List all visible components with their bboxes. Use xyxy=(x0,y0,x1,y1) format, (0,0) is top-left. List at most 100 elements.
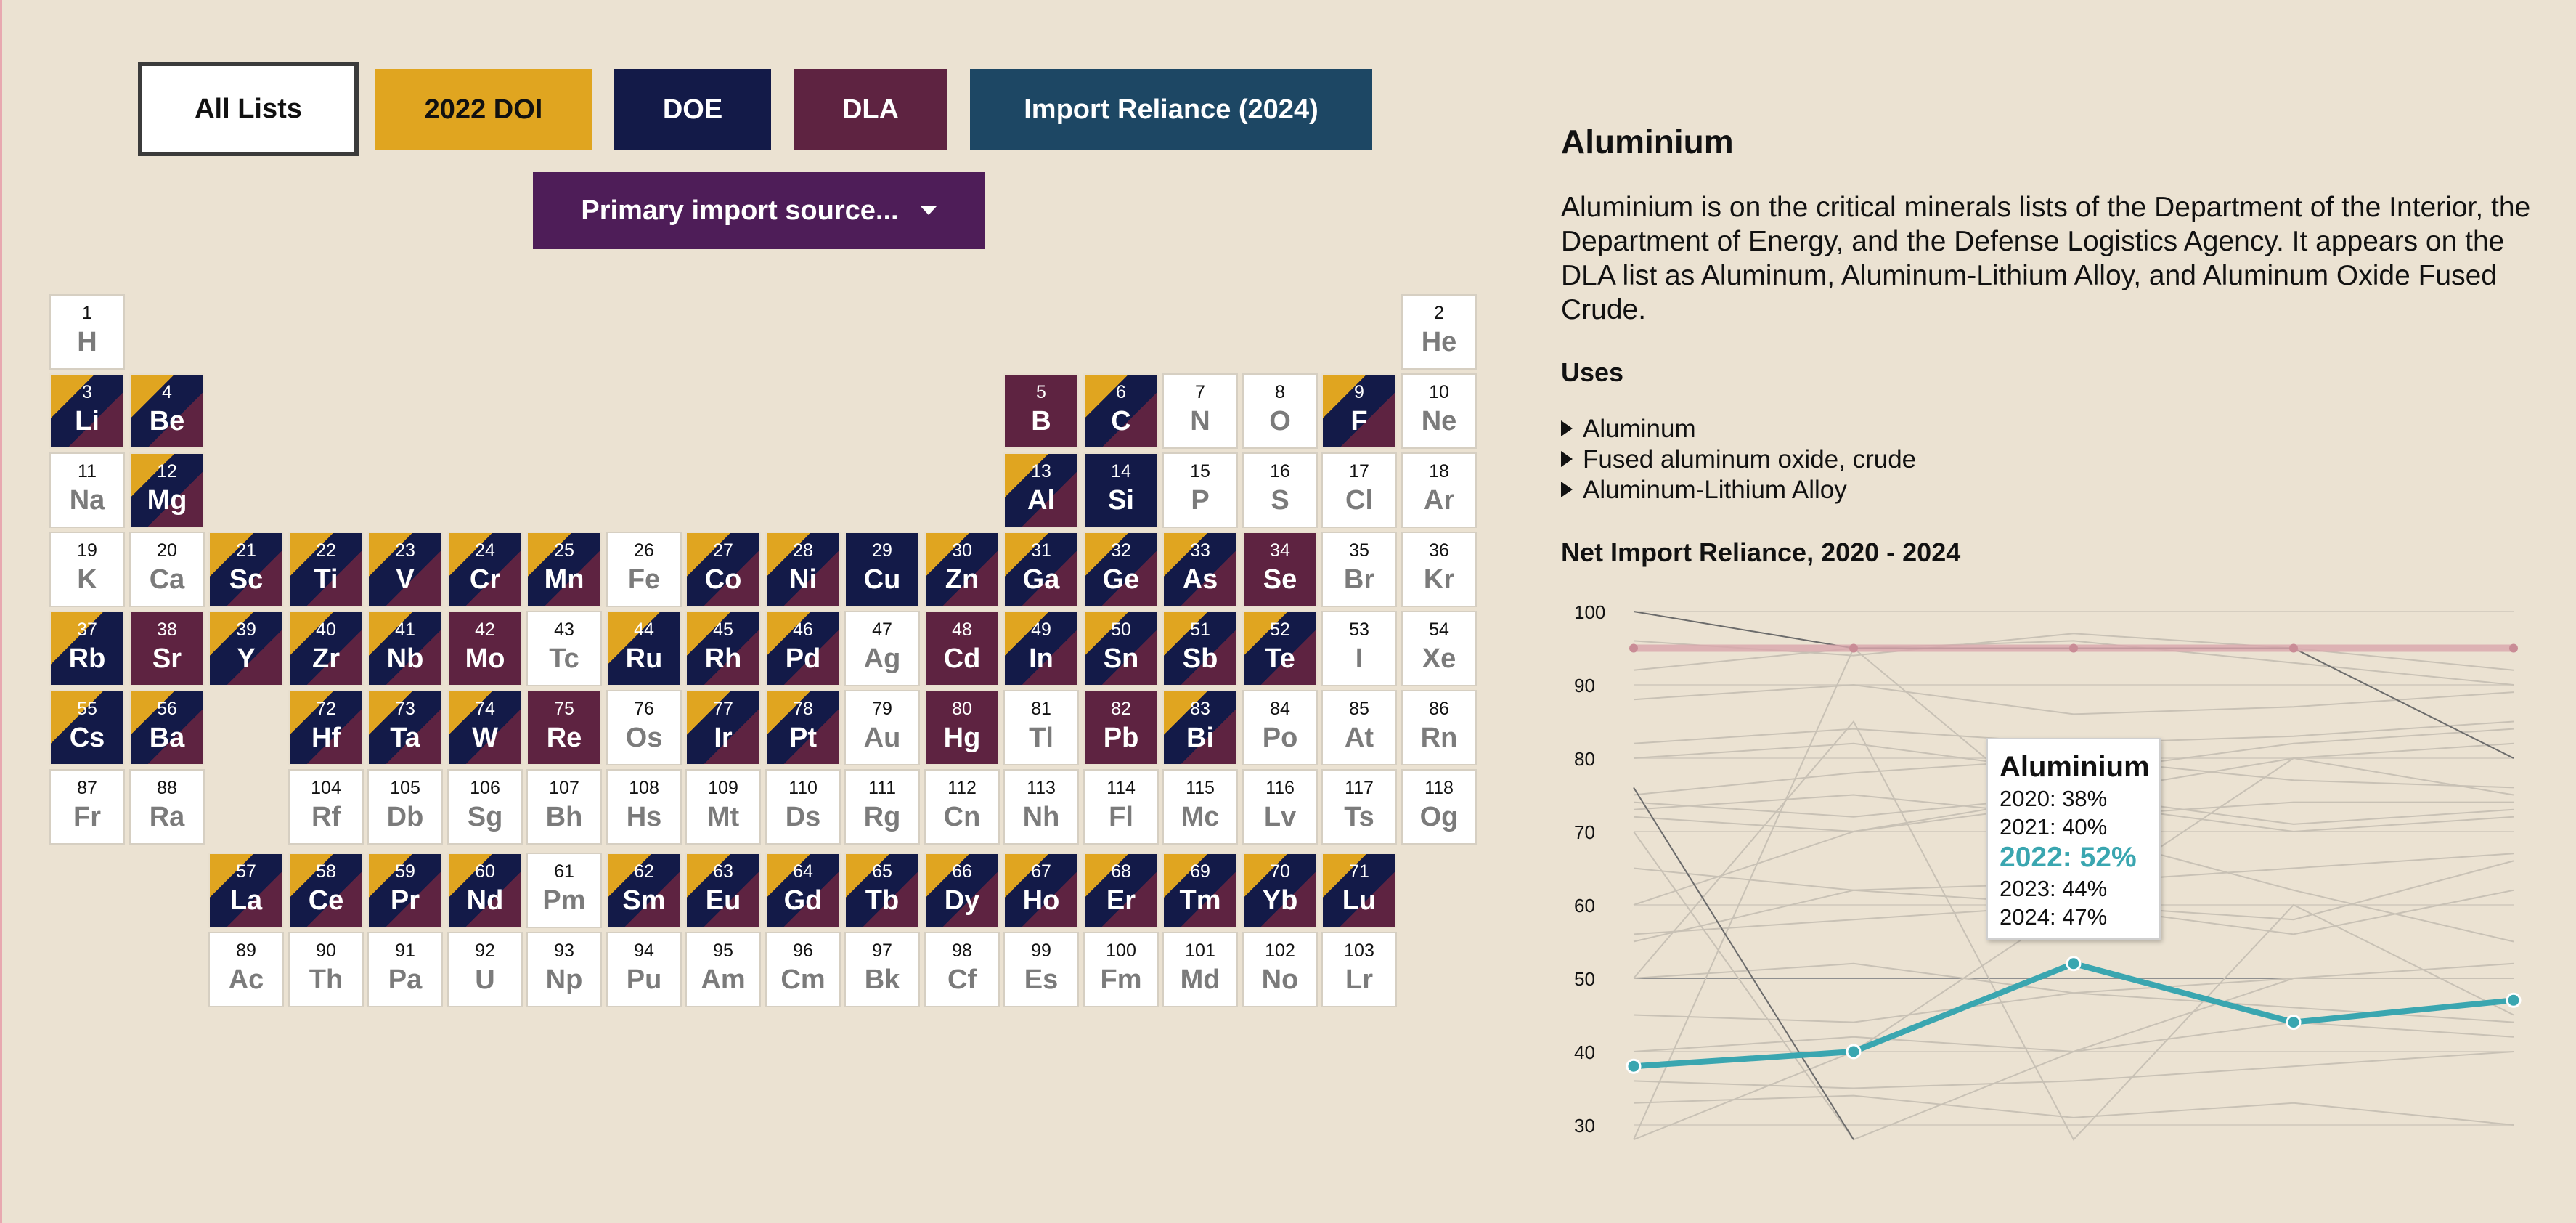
element-cell-au[interactable]: 79 Au xyxy=(844,690,920,765)
element-cell-os[interactable]: 76 Os xyxy=(606,690,682,765)
element-cell-bh[interactable]: 107 Bh xyxy=(526,769,602,845)
element-cell-cm[interactable]: 96 Cm xyxy=(765,932,841,1007)
element-cell-pm[interactable]: 61 Pm xyxy=(526,853,602,928)
element-cell-nh[interactable]: 113 Nh xyxy=(1003,769,1079,845)
element-cell-rf[interactable]: 104 Rf xyxy=(288,769,364,845)
element-cell-bi[interactable]: 83 Bi xyxy=(1162,690,1238,765)
element-cell-al[interactable]: 13 Al xyxy=(1003,452,1079,528)
element-cell-th[interactable]: 90 Th xyxy=(288,932,364,1007)
element-cell-re[interactable]: 75 Re xyxy=(526,690,602,765)
element-cell-db[interactable]: 105 Db xyxy=(367,769,443,845)
element-cell-he[interactable]: 2 He xyxy=(1401,294,1477,370)
element-cell-ne[interactable]: 10 Ne xyxy=(1401,373,1477,449)
element-cell-mc[interactable]: 115 Mc xyxy=(1162,769,1238,845)
element-cell-hf[interactable]: 72 Hf xyxy=(288,690,364,765)
element-cell-lu[interactable]: 71 Lu xyxy=(1321,853,1397,928)
element-cell-as[interactable]: 33 As xyxy=(1162,532,1238,607)
use-item[interactable]: Aluminum-Lithium Alloy xyxy=(1561,475,1916,505)
element-cell-sr[interactable]: 38 Sr xyxy=(129,611,205,686)
element-cell-sc[interactable]: 21 Sc xyxy=(208,532,284,607)
element-cell-sn[interactable]: 50 Sn xyxy=(1083,611,1159,686)
element-cell-mt[interactable]: 109 Mt xyxy=(685,769,761,845)
element-cell-mg[interactable]: 12 Mg xyxy=(129,452,205,528)
element-cell-hg[interactable]: 80 Hg xyxy=(924,690,1000,765)
dla-button[interactable]: DLA xyxy=(794,69,947,150)
element-cell-si[interactable]: 14 Si xyxy=(1083,452,1159,528)
element-cell-w[interactable]: 74 W xyxy=(447,690,523,765)
element-cell-s[interactable]: 16 S xyxy=(1242,452,1318,528)
element-cell-gd[interactable]: 64 Gd xyxy=(765,853,841,928)
primary-import-source-dropdown[interactable]: Primary import source... xyxy=(533,172,985,249)
element-cell-fl[interactable]: 114 Fl xyxy=(1083,769,1159,845)
element-cell-sg[interactable]: 106 Sg xyxy=(447,769,523,845)
element-cell-y[interactable]: 39 Y xyxy=(208,611,284,686)
element-cell-ag[interactable]: 47 Ag xyxy=(844,611,920,686)
element-cell-tc[interactable]: 43 Tc xyxy=(526,611,602,686)
element-cell-ta[interactable]: 73 Ta xyxy=(367,690,443,765)
use-item[interactable]: Fused aluminum oxide, crude xyxy=(1561,444,1916,475)
element-cell-eu[interactable]: 63 Eu xyxy=(685,853,761,928)
doi-2022-button[interactable]: 2022 DOI xyxy=(375,69,592,150)
element-cell-rb[interactable]: 37 Rb xyxy=(49,611,125,686)
element-cell-ho[interactable]: 67 Ho xyxy=(1003,853,1079,928)
element-cell-cu[interactable]: 29 Cu xyxy=(844,532,920,607)
element-cell-ac[interactable]: 89 Ac xyxy=(208,932,284,1007)
element-cell-k[interactable]: 19 K xyxy=(49,532,125,607)
element-cell-tl[interactable]: 81 Tl xyxy=(1003,690,1079,765)
element-cell-zn[interactable]: 30 Zn xyxy=(924,532,1000,607)
element-cell-am[interactable]: 95 Am xyxy=(685,932,761,1007)
element-cell-p[interactable]: 15 P xyxy=(1162,452,1238,528)
element-cell-og[interactable]: 118 Og xyxy=(1401,769,1477,845)
element-cell-pt[interactable]: 78 Pt xyxy=(765,690,841,765)
element-cell-ra[interactable]: 88 Ra xyxy=(129,769,205,845)
element-cell-u[interactable]: 92 U xyxy=(447,932,523,1007)
element-cell-ru[interactable]: 44 Ru xyxy=(606,611,682,686)
element-cell-hs[interactable]: 108 Hs xyxy=(606,769,682,845)
element-cell-rg[interactable]: 111 Rg xyxy=(844,769,920,845)
element-cell-ca[interactable]: 20 Ca xyxy=(129,532,205,607)
element-cell-rh[interactable]: 45 Rh xyxy=(685,611,761,686)
element-cell-ni[interactable]: 28 Ni xyxy=(765,532,841,607)
element-cell-br[interactable]: 35 Br xyxy=(1321,532,1397,607)
element-cell-pr[interactable]: 59 Pr xyxy=(367,853,443,928)
element-cell-nb[interactable]: 41 Nb xyxy=(367,611,443,686)
element-cell-ce[interactable]: 58 Ce xyxy=(288,853,364,928)
element-cell-xe[interactable]: 54 Xe xyxy=(1401,611,1477,686)
element-cell-te[interactable]: 52 Te xyxy=(1242,611,1318,686)
element-cell-tb[interactable]: 65 Tb xyxy=(844,853,920,928)
element-cell-in[interactable]: 49 In xyxy=(1003,611,1079,686)
element-cell-cl[interactable]: 17 Cl xyxy=(1321,452,1397,528)
element-cell-nd[interactable]: 60 Nd xyxy=(447,853,523,928)
element-cell-ts[interactable]: 117 Ts xyxy=(1321,769,1397,845)
element-cell-ir[interactable]: 77 Ir xyxy=(685,690,761,765)
element-cell-mo[interactable]: 42 Mo xyxy=(447,611,523,686)
element-cell-lv[interactable]: 116 Lv xyxy=(1242,769,1318,845)
element-cell-at[interactable]: 85 At xyxy=(1321,690,1397,765)
element-cell-er[interactable]: 68 Er xyxy=(1083,853,1159,928)
element-cell-fr[interactable]: 87 Fr xyxy=(49,769,125,845)
element-cell-cf[interactable]: 98 Cf xyxy=(924,932,1000,1007)
element-cell-be[interactable]: 4 Be xyxy=(129,373,205,449)
element-cell-cs[interactable]: 55 Cs xyxy=(49,690,125,765)
element-cell-fm[interactable]: 100 Fm xyxy=(1083,932,1159,1007)
element-cell-mn[interactable]: 25 Mn xyxy=(526,532,602,607)
element-cell-v[interactable]: 23 V xyxy=(367,532,443,607)
element-cell-yb[interactable]: 70 Yb xyxy=(1242,853,1318,928)
element-cell-cr[interactable]: 24 Cr xyxy=(447,532,523,607)
element-cell-ba[interactable]: 56 Ba xyxy=(129,690,205,765)
element-cell-ds[interactable]: 110 Ds xyxy=(765,769,841,845)
element-cell-ti[interactable]: 22 Ti xyxy=(288,532,364,607)
element-cell-cn[interactable]: 112 Cn xyxy=(924,769,1000,845)
element-cell-es[interactable]: 99 Es xyxy=(1003,932,1079,1007)
element-cell-kr[interactable]: 36 Kr xyxy=(1401,532,1477,607)
element-cell-fe[interactable]: 26 Fe xyxy=(606,532,682,607)
element-cell-ar[interactable]: 18 Ar xyxy=(1401,452,1477,528)
element-cell-cd[interactable]: 48 Cd xyxy=(924,611,1000,686)
element-cell-pa[interactable]: 91 Pa xyxy=(367,932,443,1007)
element-cell-lr[interactable]: 103 Lr xyxy=(1321,932,1397,1007)
